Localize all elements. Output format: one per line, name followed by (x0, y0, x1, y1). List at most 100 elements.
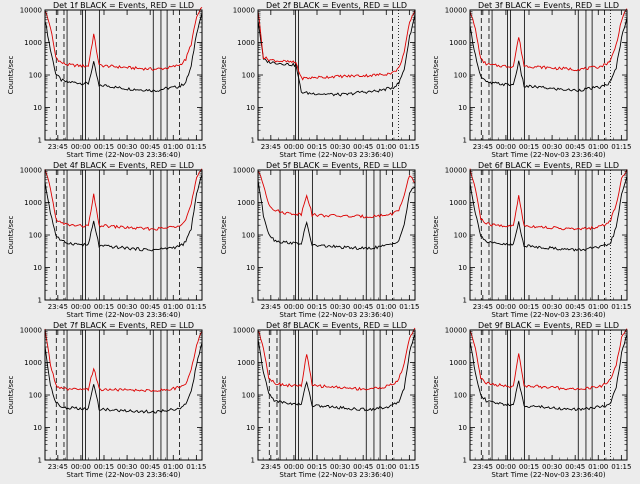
x-axis-label: Start Time (22-Nov-03 23:36:40) (279, 471, 393, 479)
x-tick-label: 00:00 (71, 143, 91, 151)
detector-panel: Det 8f BLACK = Events, RED = LLD 1 10 100 10… (220, 321, 419, 479)
x-tick-label: 00:00 (284, 143, 304, 151)
x-axis-label: Start Time (22-Nov-03 23:36:40) (491, 311, 605, 319)
x-tick-label: 00:00 (71, 303, 91, 311)
events-series-line (44, 12, 203, 93)
x-tick-label: 01:00 (376, 303, 396, 311)
y-tick-label: 10 (458, 104, 467, 112)
y-tick-label: 10000 (233, 327, 255, 335)
plot-frame (44, 169, 203, 301)
x-tick-label: 23:45 (261, 143, 281, 151)
lld-series-line (44, 328, 203, 393)
y-tick-label: 100 (242, 232, 255, 240)
y-tick-label: 10000 (20, 7, 42, 15)
panel-title: Det 7f BLACK = Events, RED = LLD (53, 321, 194, 330)
y-tick-label: 10 (33, 264, 42, 272)
x-tick-label: 00:45 (353, 143, 373, 151)
y-tick-label: 1000 (24, 39, 42, 47)
x-axis-label: Start Time (22-Nov-03 23:36:40) (66, 311, 180, 319)
plot-frame (469, 169, 628, 301)
detector-panel: Det 4f BLACK = Events, RED = LLD 1 10 100 10… (7, 161, 206, 319)
y-axis-label: Counts/sec (432, 376, 440, 415)
panel-title: Det 1f BLACK = Events, RED = LLD (53, 1, 194, 10)
events-series-line (44, 342, 203, 414)
x-tick-label: 00:00 (496, 143, 516, 151)
y-tick-label: 1 (38, 297, 42, 305)
y-tick-label: 10 (33, 424, 42, 432)
lld-series-line (257, 327, 416, 391)
y-tick-label: 1000 (237, 39, 255, 47)
detector-panel: Det 2f BLACK = Events, RED = LLD 1 10 100 10… (220, 1, 419, 159)
detector-panel: Det 1f BLACK = Events, RED = LLD 1 10 100 10… (7, 1, 206, 159)
x-axis-label: Start Time (22-Nov-03 23:36:40) (491, 471, 605, 479)
panel-title: Det 6f BLACK = Events, RED = LLD (478, 161, 619, 170)
x-tick-label: 01:15 (611, 303, 631, 311)
y-axis-label: Counts/sec (220, 56, 228, 95)
x-tick-label: 01:00 (588, 463, 608, 471)
x-tick-label: 23:45 (261, 463, 281, 471)
events-series-line (469, 175, 628, 252)
x-tick-label: 23:45 (261, 303, 281, 311)
x-tick-label: 01:00 (376, 463, 396, 471)
y-tick-label: 100 (454, 392, 467, 400)
y-tick-label: 1000 (237, 199, 255, 207)
y-tick-label: 1000 (24, 199, 42, 207)
panel-title: Det 8f BLACK = Events, RED = LLD (266, 321, 407, 330)
y-tick-label: 1000 (449, 39, 467, 47)
y-tick-label: 100 (29, 72, 42, 80)
y-tick-label: 1 (38, 137, 42, 145)
x-tick-label: 01:00 (376, 143, 396, 151)
lld-series-line (469, 328, 628, 391)
x-axis-label: Start Time (22-Nov-03 23:36:40) (491, 151, 605, 159)
x-tick-label: 00:45 (140, 303, 160, 311)
y-axis-label: Counts/sec (220, 376, 228, 415)
x-tick-label: 00:15 (94, 463, 114, 471)
x-tick-label: 00:00 (284, 463, 304, 471)
x-tick-label: 00:15 (94, 303, 114, 311)
plot-frame (257, 169, 416, 301)
x-tick-label: 00:45 (140, 463, 160, 471)
y-tick-label: 1 (251, 457, 255, 465)
y-tick-label: 1 (463, 137, 467, 145)
y-tick-label: 100 (29, 392, 42, 400)
x-tick-label: 00:30 (117, 463, 137, 471)
x-axis-label: Start Time (22-Nov-03 23:36:40) (66, 151, 180, 159)
detector-panel: Det 7f BLACK = Events, RED = LLD 1 10 100 10… (7, 321, 206, 479)
x-tick-label: 01:15 (399, 143, 419, 151)
panel-title: Det 4f BLACK = Events, RED = LLD (53, 161, 194, 170)
x-tick-label: 01:15 (399, 303, 419, 311)
y-tick-label: 10000 (445, 167, 467, 175)
y-axis-label: Counts/sec (7, 216, 15, 255)
x-tick-label: 00:15 (307, 463, 327, 471)
y-tick-label: 1 (251, 137, 255, 145)
y-tick-label: 1 (463, 457, 467, 465)
detector-panel: Det 6f BLACK = Events, RED = LLD 1 10 100 10… (432, 161, 631, 319)
x-tick-label: 00:45 (565, 143, 585, 151)
lld-series-line (469, 168, 628, 231)
y-tick-label: 10 (246, 264, 255, 272)
events-series-line (257, 14, 416, 97)
x-tick-label: 01:00 (588, 303, 608, 311)
y-tick-label: 1000 (449, 199, 467, 207)
y-tick-label: 10000 (20, 327, 42, 335)
y-tick-label: 10 (246, 104, 255, 112)
x-tick-label: 00:45 (140, 143, 160, 151)
x-tick-label: 00:00 (71, 463, 91, 471)
x-tick-label: 01:15 (186, 303, 206, 311)
lld-series-line (44, 7, 203, 72)
x-tick-label: 00:15 (307, 303, 327, 311)
x-tick-label: 00:30 (542, 303, 562, 311)
plot-frame (44, 329, 203, 461)
events-series-line (469, 17, 628, 93)
y-tick-label: 1000 (237, 359, 255, 367)
x-tick-label: 23:45 (473, 143, 493, 151)
y-tick-label: 1 (251, 297, 255, 305)
y-tick-label: 100 (454, 232, 467, 240)
y-tick-label: 10000 (445, 7, 467, 15)
y-tick-label: 100 (29, 232, 42, 240)
events-series-line (44, 174, 203, 252)
x-tick-label: 00:30 (330, 463, 350, 471)
plot-frame (44, 9, 203, 141)
x-axis-label: Start Time (22-Nov-03 23:36:40) (66, 471, 180, 479)
